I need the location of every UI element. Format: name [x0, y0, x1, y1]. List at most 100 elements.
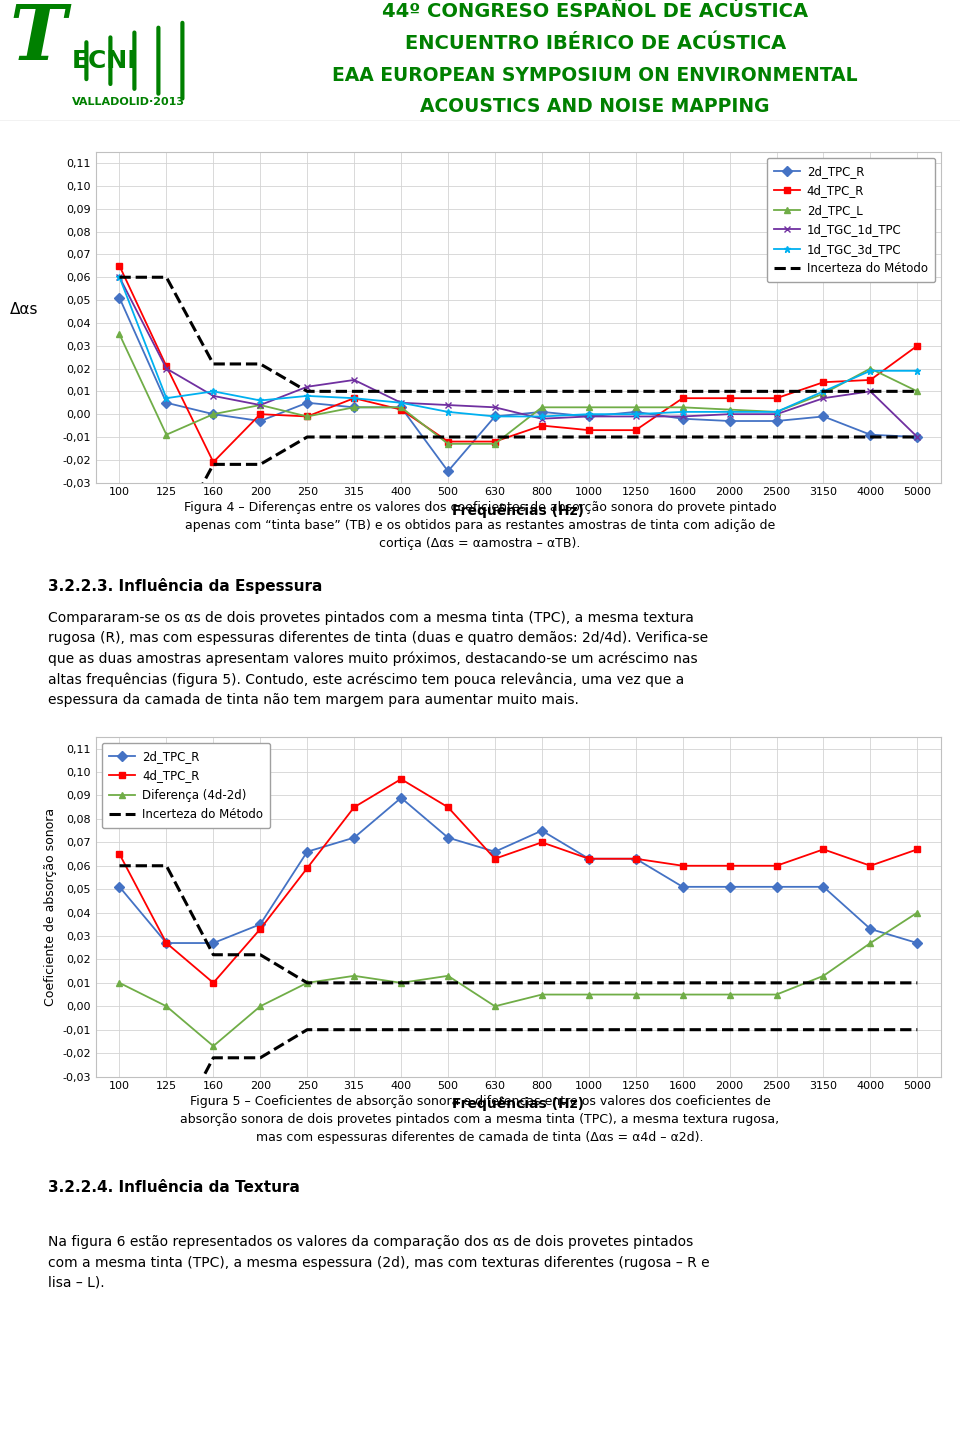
1d_TGC_3d_TPC: [207, 383, 219, 400]
2d_TPC_R: [630, 403, 641, 420]
2d_TPC_R: [443, 462, 454, 480]
Incerteza do Método: [207, 946, 219, 964]
Legend: 2d_TPC_R, 4d_TPC_R, 2d_TPC_L, 1d_TGC_1d_TPC, 1d_TGC_3d_TPC, Incerteza do Método: 2d_TPC_R, 4d_TPC_R, 2d_TPC_L, 1d_TGC_1d_…: [767, 158, 935, 282]
Diferença (4d-2d): [443, 967, 454, 984]
Text: 3.2.2.4. Influência da Textura: 3.2.2.4. Influência da Textura: [48, 1179, 300, 1195]
4d_TPC_R: [865, 857, 876, 874]
Line: Incerteza do Método: Incerteza do Método: [119, 277, 918, 392]
4d_TPC_R: [396, 400, 407, 418]
Incerteza do Método: [254, 355, 266, 373]
2d_TPC_R: [818, 407, 829, 425]
Incerteza do Método: [490, 974, 501, 991]
1d_TGC_1d_TPC: [254, 396, 266, 413]
2d_TPC_R: [160, 394, 172, 412]
2d_TPC_R: [490, 842, 501, 860]
2d_TPC_R: [771, 412, 782, 429]
4d_TPC_R: [113, 257, 125, 275]
4d_TPC_R: [630, 850, 641, 867]
2d_TPC_L: [536, 399, 547, 416]
1d_TGC_3d_TPC: [865, 363, 876, 380]
Text: ECNI: ECNI: [72, 49, 137, 72]
2d_TPC_R: [536, 403, 547, 420]
Incerteza do Método: [912, 383, 924, 400]
4d_TPC_R: [724, 857, 735, 874]
Text: 44º CONGRESO ESPAÑOL DE ACÚSTICA: 44º CONGRESO ESPAÑOL DE ACÚSTICA: [382, 3, 808, 22]
Line: 2d_TPC_L: 2d_TPC_L: [116, 331, 921, 448]
4d_TPC_R: [818, 841, 829, 858]
2d_TPC_L: [724, 400, 735, 418]
Incerteza do Método: [443, 974, 454, 991]
1d_TGC_3d_TPC: [818, 383, 829, 400]
Diferença (4d-2d): [771, 985, 782, 1003]
Diferença (4d-2d): [583, 985, 594, 1003]
Text: 3.2.2.3. Influência da Espessura: 3.2.2.3. Influência da Espessura: [48, 578, 323, 594]
2d_TPC_R: [912, 428, 924, 445]
Incerteza do Método: [396, 974, 407, 991]
2d_TPC_R: [490, 407, 501, 425]
Diferença (4d-2d): [630, 985, 641, 1003]
Text: EAA EUROPEAN SYMPOSIUM ON ENVIRONMENTAL: EAA EUROPEAN SYMPOSIUM ON ENVIRONMENTAL: [332, 65, 858, 85]
1d_TGC_1d_TPC: [912, 428, 924, 445]
2d_TPC_R: [254, 412, 266, 429]
Text: Figura 4 – Diferenças entre os valores dos coeficientes de absorção sonora do pr: Figura 4 – Diferenças entre os valores d…: [183, 501, 777, 551]
1d_TGC_3d_TPC: [490, 407, 501, 425]
2d_TPC_L: [818, 384, 829, 402]
Line: Diferença (4d-2d): Diferença (4d-2d): [116, 909, 921, 1049]
Text: Compararam-se os αs de dois provetes pintados com a mesma tinta (TPC), a mesma t: Compararam-se os αs de dois provetes pin…: [48, 611, 708, 707]
4d_TPC_R: [207, 454, 219, 471]
FancyBboxPatch shape: [10, 6, 67, 116]
2d_TPC_L: [771, 403, 782, 420]
2d_TPC_R: [348, 399, 360, 416]
Incerteza do Método: [113, 857, 125, 874]
Text: Na figura 6 estão representados os valores da comparação dos αs de dois provetes: Na figura 6 estão representados os valor…: [48, 1235, 709, 1289]
X-axis label: Frequências (Hz): Frequências (Hz): [452, 1097, 585, 1111]
Line: 1d_TGC_3d_TPC: 1d_TGC_3d_TPC: [116, 273, 921, 420]
1d_TGC_1d_TPC: [583, 407, 594, 425]
1d_TGC_3d_TPC: [536, 407, 547, 425]
2d_TPC_R: [301, 842, 313, 860]
Diferença (4d-2d): [207, 1038, 219, 1055]
Text: ACOUSTICS AND NOISE MAPPING: ACOUSTICS AND NOISE MAPPING: [420, 97, 770, 116]
2d_TPC_R: [160, 935, 172, 952]
1d_TGC_3d_TPC: [160, 390, 172, 407]
Incerteza do Método: [443, 383, 454, 400]
1d_TGC_1d_TPC: [630, 407, 641, 425]
Incerteza do Método: [630, 383, 641, 400]
4d_TPC_R: [490, 850, 501, 867]
4d_TPC_R: [536, 418, 547, 435]
Incerteza do Método: [677, 383, 688, 400]
Incerteza do Método: [818, 383, 829, 400]
Diferença (4d-2d): [724, 985, 735, 1003]
Diferença (4d-2d): [818, 967, 829, 984]
Y-axis label: Coeficiente de absorção sonora: Coeficiente de absorção sonora: [44, 808, 57, 1006]
2d_TPC_L: [207, 406, 219, 423]
Incerteza do Método: [724, 383, 735, 400]
Incerteza do Método: [160, 857, 172, 874]
2d_TPC_R: [396, 789, 407, 806]
4d_TPC_R: [724, 390, 735, 407]
Incerteza do Método: [396, 383, 407, 400]
Diferença (4d-2d): [113, 974, 125, 991]
Legend: 2d_TPC_R, 4d_TPC_R, Diferença (4d-2d), Incerteza do Método: 2d_TPC_R, 4d_TPC_R, Diferença (4d-2d), I…: [102, 743, 270, 828]
Diferença (4d-2d): [254, 997, 266, 1014]
4d_TPC_R: [396, 770, 407, 788]
2d_TPC_L: [396, 399, 407, 416]
Incerteza do Método: [113, 269, 125, 286]
2d_TPC_R: [677, 410, 688, 428]
Incerteza do Método: [771, 383, 782, 400]
4d_TPC_R: [160, 935, 172, 952]
2d_TPC_R: [443, 829, 454, 847]
2d_TPC_R: [583, 407, 594, 425]
Line: 1d_TGC_1d_TPC: 1d_TGC_1d_TPC: [116, 273, 921, 441]
Diferença (4d-2d): [536, 985, 547, 1003]
4d_TPC_R: [677, 857, 688, 874]
2d_TPC_R: [113, 879, 125, 896]
1d_TGC_3d_TPC: [771, 403, 782, 420]
1d_TGC_1d_TPC: [490, 399, 501, 416]
Diferença (4d-2d): [677, 985, 688, 1003]
4d_TPC_R: [583, 422, 594, 439]
Text: ENCUENTRO IBÉRICO DE ACÚSTICA: ENCUENTRO IBÉRICO DE ACÚSTICA: [404, 35, 786, 53]
Diferença (4d-2d): [396, 974, 407, 991]
2d_TPC_R: [583, 850, 594, 867]
1d_TGC_3d_TPC: [583, 406, 594, 423]
